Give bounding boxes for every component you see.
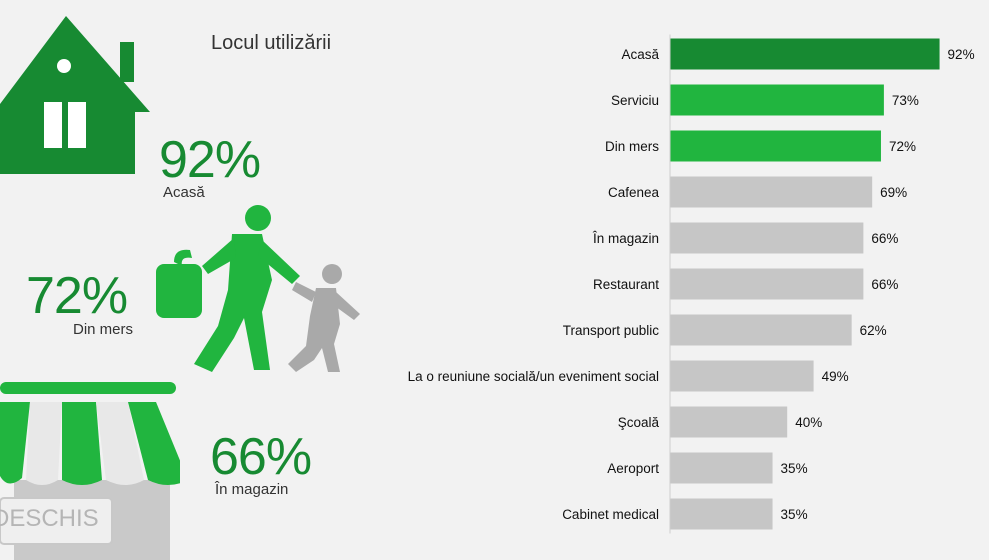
bar [670,360,814,392]
highlight-mobile-value: 72% [26,267,128,325]
bar [670,452,773,484]
value-label: 62% [860,323,887,338]
bar [670,130,881,162]
value-label: 40% [795,415,822,430]
bar [670,176,873,208]
category-label: Serviciu [611,93,659,108]
category-label: În magazin [592,231,659,246]
highlight-mobile-label: Din mers [73,321,134,338]
highlight-store-label: În magazin [215,481,289,498]
category-label: Transport public [563,323,660,338]
shop-sign-text: DESCHIS [0,505,99,532]
category-label: Aeroport [607,461,659,476]
value-label: 49% [822,369,849,384]
bar [670,222,864,254]
chart-title: Locul utilizării [211,32,332,54]
highlight-store-value: 66% [210,428,312,486]
category-label: Acasă [621,47,659,62]
value-label: 35% [781,507,808,522]
bar [670,314,852,346]
value-label: 72% [889,139,916,154]
house-icon [0,16,150,174]
bar [670,498,773,530]
category-label: Din mers [605,139,659,154]
category-label: Restaurant [593,277,659,292]
value-label: 92% [948,47,975,62]
bar [670,406,788,438]
category-label: Cafenea [608,185,660,200]
walking-people-icon [156,205,360,372]
value-label: 73% [892,93,919,108]
highlight-home-value: 92% [159,131,261,189]
usage-location-bar-chart: Acasă 92% Serviciu 73% Din mers 72% Cafenea 69%… [408,34,975,534]
bar [670,268,864,300]
value-label: 35% [781,461,808,476]
category-label: Şcoală [618,415,660,430]
bar [670,84,884,116]
bar [670,38,940,70]
highlight-home-label: Acasă [163,184,205,201]
value-label: 66% [871,231,898,246]
value-label: 69% [880,185,907,200]
category-label: La o reuniune socială/un eveniment socia… [408,369,659,384]
shop-awning-icon [0,382,180,560]
value-label: 66% [871,277,898,292]
category-label: Cabinet medical [562,507,659,522]
